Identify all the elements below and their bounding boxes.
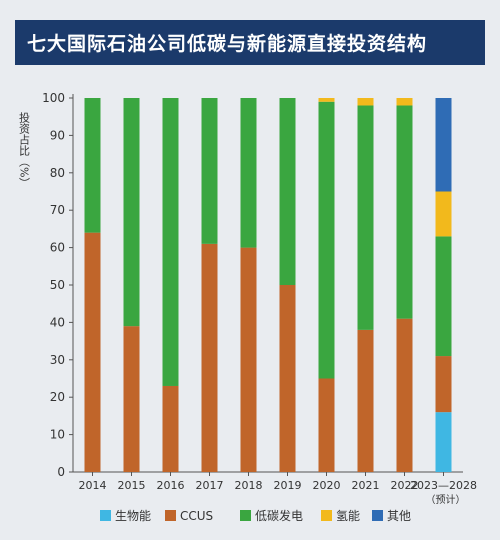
bar-segment bbox=[318, 98, 335, 102]
bar-segment bbox=[240, 247, 257, 472]
legend-label: 氢能 bbox=[336, 508, 360, 523]
x-tick-label: 2023—2028 bbox=[410, 479, 477, 492]
y-tick-label: 10 bbox=[50, 428, 65, 442]
x-tick-label: 2019 bbox=[274, 479, 302, 492]
bar-segment bbox=[357, 105, 374, 330]
bar-segment bbox=[279, 285, 296, 472]
legend-swatch bbox=[240, 510, 251, 521]
y-tick-label: 20 bbox=[50, 390, 65, 404]
stacked-bar-chart: 0 10 20 30 40 50 60 70 80 90 100 投资占比（%） 2014 2015 201… bbox=[18, 91, 478, 523]
bar-segment bbox=[435, 236, 452, 357]
bar-segment bbox=[318, 101, 335, 379]
bar-segment bbox=[201, 98, 218, 244]
bar-segment bbox=[396, 318, 413, 472]
bar-segment bbox=[435, 98, 452, 192]
x-tick-label: 2020 bbox=[313, 479, 341, 492]
y-tick-label: 100 bbox=[42, 91, 65, 105]
bar-segment bbox=[435, 191, 452, 237]
legend-label: 生物能 bbox=[115, 509, 151, 523]
y-tick-label: 60 bbox=[50, 241, 65, 255]
bar-segment bbox=[240, 98, 257, 248]
title-bar: 七大国际石油公司低碳与新能源直接投资结构 bbox=[15, 20, 485, 65]
bar-segment bbox=[357, 98, 374, 106]
y-tick-label: 40 bbox=[50, 315, 65, 329]
y-tick-label: 50 bbox=[50, 278, 65, 292]
bar-segment bbox=[162, 98, 179, 386]
chart-area: 0 10 20 30 40 50 60 70 80 90 100 投资占比（%） 2014 2015 201… bbox=[0, 70, 500, 535]
bar-segment bbox=[84, 98, 101, 233]
chart-title: 七大国际石油公司低碳与新能源直接投资结构 bbox=[27, 33, 428, 55]
bar-segment bbox=[201, 243, 218, 472]
bar-segment bbox=[396, 98, 413, 106]
legend-label: 低碳发电 bbox=[255, 508, 303, 523]
legend-label: 其他 bbox=[387, 509, 411, 523]
x-tick-label: 2018 bbox=[235, 479, 263, 492]
y-tick-label: 0 bbox=[57, 465, 65, 479]
legend-swatch bbox=[100, 510, 111, 521]
bar-segment bbox=[435, 412, 452, 472]
x-tick-note: （预计） bbox=[426, 493, 466, 506]
bar-segment bbox=[318, 378, 335, 472]
legend-swatch bbox=[165, 510, 176, 521]
x-tick-label: 2016 bbox=[157, 479, 185, 492]
legend-swatch bbox=[321, 510, 332, 521]
y-tick-label: 90 bbox=[50, 128, 65, 142]
bar-segment bbox=[357, 329, 374, 472]
x-tick-label: 2017 bbox=[196, 479, 224, 492]
bar-segment bbox=[435, 356, 452, 413]
bar-segment bbox=[162, 385, 179, 472]
y-tick-label: 70 bbox=[50, 203, 65, 217]
y-tick-label: 30 bbox=[50, 353, 65, 367]
x-tick-label: 2014 bbox=[79, 479, 107, 492]
x-tick-label: 2021 bbox=[352, 479, 380, 492]
bar-segment bbox=[123, 326, 140, 472]
legend-swatch bbox=[372, 510, 383, 521]
y-axis-label: 投资占比（%） bbox=[18, 111, 31, 189]
bar-segment bbox=[396, 105, 413, 319]
x-tick-label: 2015 bbox=[118, 479, 146, 492]
bar-segment bbox=[123, 98, 140, 327]
bar-segment bbox=[84, 232, 101, 472]
legend-label: CCUS bbox=[180, 509, 213, 523]
bar-segment bbox=[279, 98, 296, 285]
x-tick-label: 2022 bbox=[391, 479, 419, 492]
y-tick-label: 80 bbox=[50, 166, 65, 180]
